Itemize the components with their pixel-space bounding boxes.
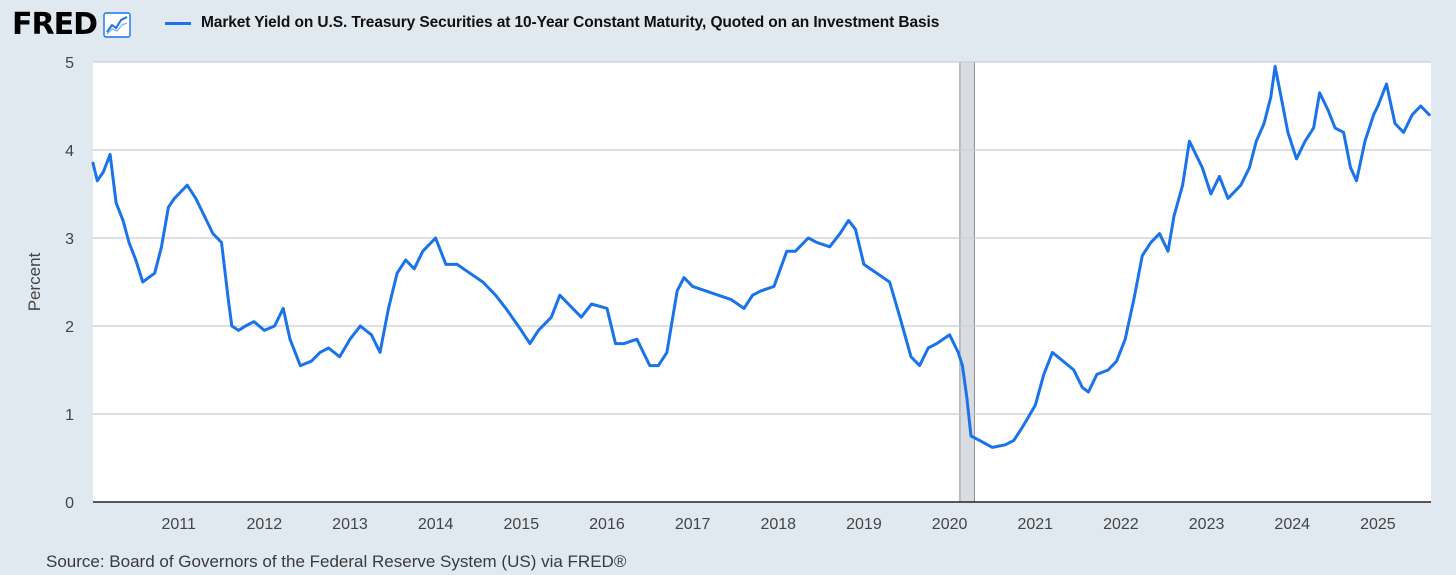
x-tick-label: 2019 — [846, 516, 882, 533]
legend-label: Market Yield on U.S. Treasury Securities… — [201, 14, 940, 31]
x-tick-label: 2017 — [675, 516, 711, 533]
x-tick-label: 2021 — [1017, 516, 1053, 533]
x-tick-label: 2015 — [504, 516, 540, 533]
y-tick-label: 0 — [65, 495, 74, 512]
y-tick-label: 4 — [65, 143, 74, 160]
x-tick-label: 2016 — [589, 516, 625, 533]
legend[interactable]: Market Yield on U.S. Treasury Securities… — [165, 14, 939, 32]
x-tick-label: 2020 — [932, 516, 968, 533]
x-tick-label: 2012 — [247, 516, 283, 533]
y-tick-label: 3 — [65, 231, 74, 248]
x-tick-label: 2014 — [418, 516, 454, 533]
logo-text: FRED — [12, 7, 98, 42]
source-note: Source: Board of Governors of the Federa… — [46, 552, 627, 571]
y-tick-label: 5 — [65, 55, 74, 72]
x-tick-label: 2025 — [1360, 516, 1396, 533]
y-tick-label: 1 — [65, 407, 74, 424]
chart-header: FRED Market Yield on U.S. Treasury Secur… — [0, 0, 1456, 52]
x-tick-label: 2024 — [1274, 516, 1310, 533]
legend-swatch — [165, 21, 191, 25]
fred-logo[interactable]: FRED — [12, 8, 131, 42]
x-tick-label: 2018 — [760, 516, 796, 533]
line-chart-icon — [103, 12, 131, 38]
x-tick-label: 2023 — [1189, 516, 1225, 533]
y-axis-label: Percent — [25, 252, 44, 311]
y-tick-label: 2 — [65, 319, 74, 336]
plot-area — [93, 62, 1431, 502]
x-tick-label: 2011 — [161, 516, 196, 533]
x-tick-label: 2013 — [332, 516, 368, 533]
series-line — [91, 64, 1431, 449]
x-tick-label: 2022 — [1103, 516, 1139, 533]
